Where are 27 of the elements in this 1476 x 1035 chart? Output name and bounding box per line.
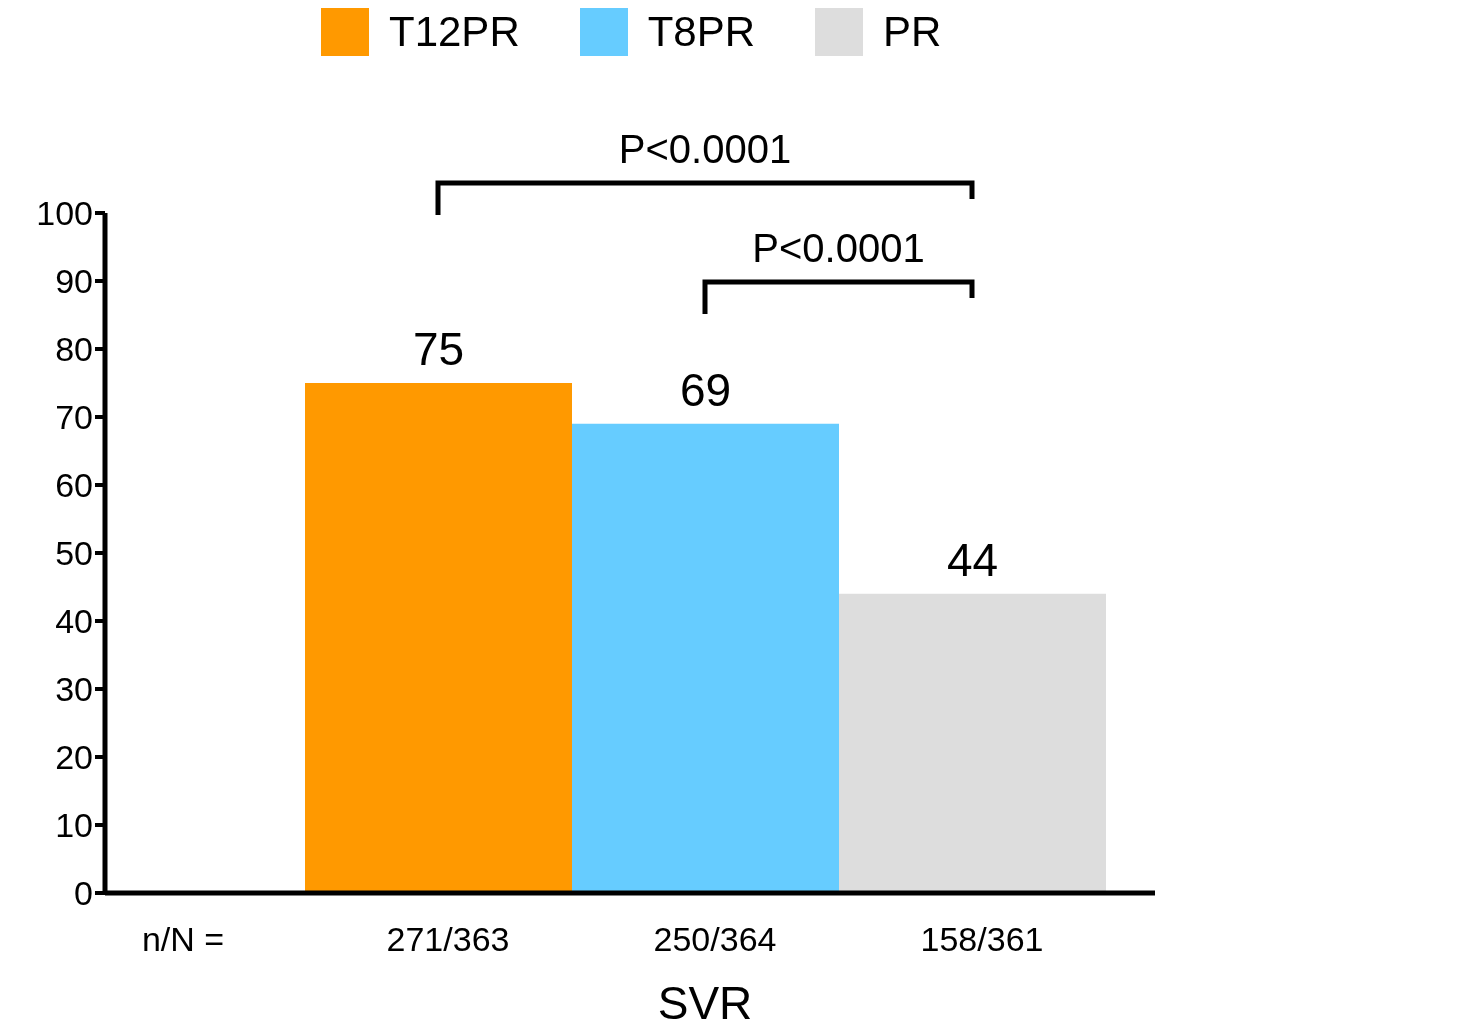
- legend-label: PR: [883, 8, 942, 56]
- annotation: P<0.0001: [752, 226, 925, 270]
- y-tick-label: 50: [55, 534, 93, 573]
- y-tick-label: 20: [55, 738, 93, 777]
- bar: [572, 423, 839, 893]
- data-label: 69: [679, 363, 732, 416]
- text: 250/364: [653, 920, 777, 958]
- y-tick-label: 40: [55, 602, 93, 641]
- y-tick-label: 30: [55, 670, 93, 709]
- data-label: 75: [412, 323, 465, 375]
- data-label: 44: [946, 533, 999, 586]
- y-tick-label: 100: [36, 194, 93, 233]
- y-tick-label: 90: [55, 262, 93, 301]
- y-tick-label: 0: [74, 874, 93, 913]
- text: 271/363: [386, 920, 510, 958]
- y-tick-label: 80: [55, 330, 93, 369]
- bar: [839, 593, 1106, 893]
- y-tick-label: 60: [55, 466, 93, 505]
- legend-label: T8PR: [647, 8, 756, 56]
- y-tick-label: 70: [55, 398, 93, 437]
- x-tick-label: SVR: [657, 976, 753, 1029]
- y-tick-label: 10: [55, 806, 93, 845]
- text: n/N =: [141, 920, 225, 958]
- text: P<0.0001: [618, 127, 792, 171]
- bar: [305, 383, 572, 893]
- text: 158/361: [920, 920, 1044, 958]
- legend-label: T12PR: [389, 8, 520, 56]
